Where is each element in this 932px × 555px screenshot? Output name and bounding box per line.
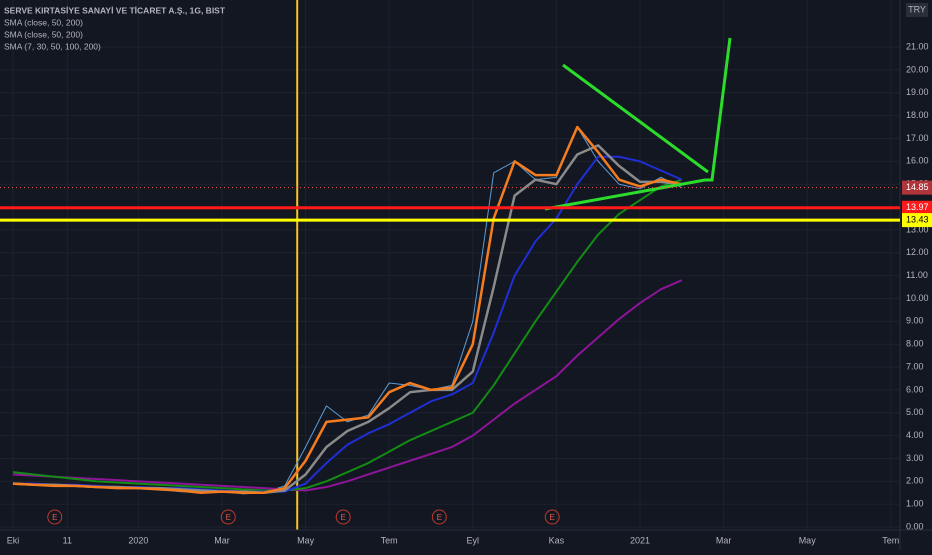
level-label: 13.97: [906, 202, 929, 212]
legend-entry: SMA (close, 50, 200): [4, 29, 83, 39]
trend-line: [562, 63, 709, 174]
last-price-box: [902, 180, 932, 195]
level-label: 13.43: [906, 214, 929, 224]
legend-entry: SMA (close, 50, 200): [4, 17, 83, 27]
earnings-marker: [220, 509, 236, 525]
earnings-marker: [47, 509, 63, 525]
y-tick-label: 12.00: [906, 247, 929, 257]
last-price-label: 14.85: [906, 182, 929, 192]
earnings-marker: [335, 509, 351, 525]
y-tick-label: 18.00: [906, 110, 929, 120]
grid: [0, 0, 900, 530]
earnings-label: E: [226, 513, 231, 522]
earnings-label: E: [550, 513, 555, 522]
y-tick-label: 4.00: [906, 430, 924, 440]
y-tick-label: 21.00: [906, 41, 929, 51]
earnings-marker: [544, 509, 560, 525]
series-line: [12, 178, 683, 492]
x-tick-label: Kas: [549, 535, 565, 545]
currency: TRY: [908, 4, 926, 14]
x-tick-label: Mar: [214, 535, 230, 545]
earnings-label: E: [437, 513, 442, 522]
x-tick-label: May: [799, 535, 817, 545]
plot: [12, 0, 683, 530]
y-tick-label: 0.00: [906, 521, 924, 531]
y-tick-label: 16.00: [906, 156, 929, 166]
series-line: [12, 125, 683, 494]
x-tick-label: Tem: [381, 535, 398, 545]
y-tick-label: 1.00: [906, 499, 924, 509]
level-label-box: [902, 200, 932, 215]
y-tick-label: 10.00: [906, 293, 929, 303]
x-tick-label: 2021: [630, 535, 650, 545]
y-tick-label: 8.00: [906, 339, 924, 349]
y-tick-label: 5.00: [906, 407, 924, 417]
trend-line: [544, 37, 732, 211]
y-tick-label: 9.00: [906, 316, 924, 326]
earnings-label: E: [52, 513, 57, 522]
x-tick-label: Eyl: [467, 535, 480, 545]
y-tick-label: 17.00: [906, 133, 929, 143]
currency-box: [906, 3, 928, 17]
y-tick-label: 3.00: [906, 453, 924, 463]
x-tick-label: Eki: [7, 535, 20, 545]
y-tick-label: 7.00: [906, 361, 924, 371]
legend-entry: SMA (7, 30, 50, 100, 200): [4, 41, 101, 51]
x-tick-label: May: [297, 535, 315, 545]
y-tick-label: 2.00: [906, 476, 924, 486]
series-line: [12, 279, 683, 492]
x-tick-label: Tem: [882, 535, 899, 545]
x-tick-label: 2020: [128, 535, 148, 545]
level-label-box: [902, 213, 932, 228]
x-tick-label: Mar: [716, 535, 732, 545]
earnings-label: E: [341, 513, 346, 522]
earnings-marker: [431, 509, 447, 525]
x-tick-label: 11: [63, 535, 72, 545]
y-tick-label: 20.00: [906, 64, 929, 74]
chart-title: SERVE KIRTASİYE SANAYİ VE TİCARET A.Ş., …: [4, 5, 226, 15]
y-tick-label: 19.00: [906, 87, 929, 97]
y-tick-label: 13.00: [906, 224, 929, 234]
y-tick-label: 11.00: [906, 270, 928, 280]
y-tick-label: 6.00: [906, 384, 924, 394]
